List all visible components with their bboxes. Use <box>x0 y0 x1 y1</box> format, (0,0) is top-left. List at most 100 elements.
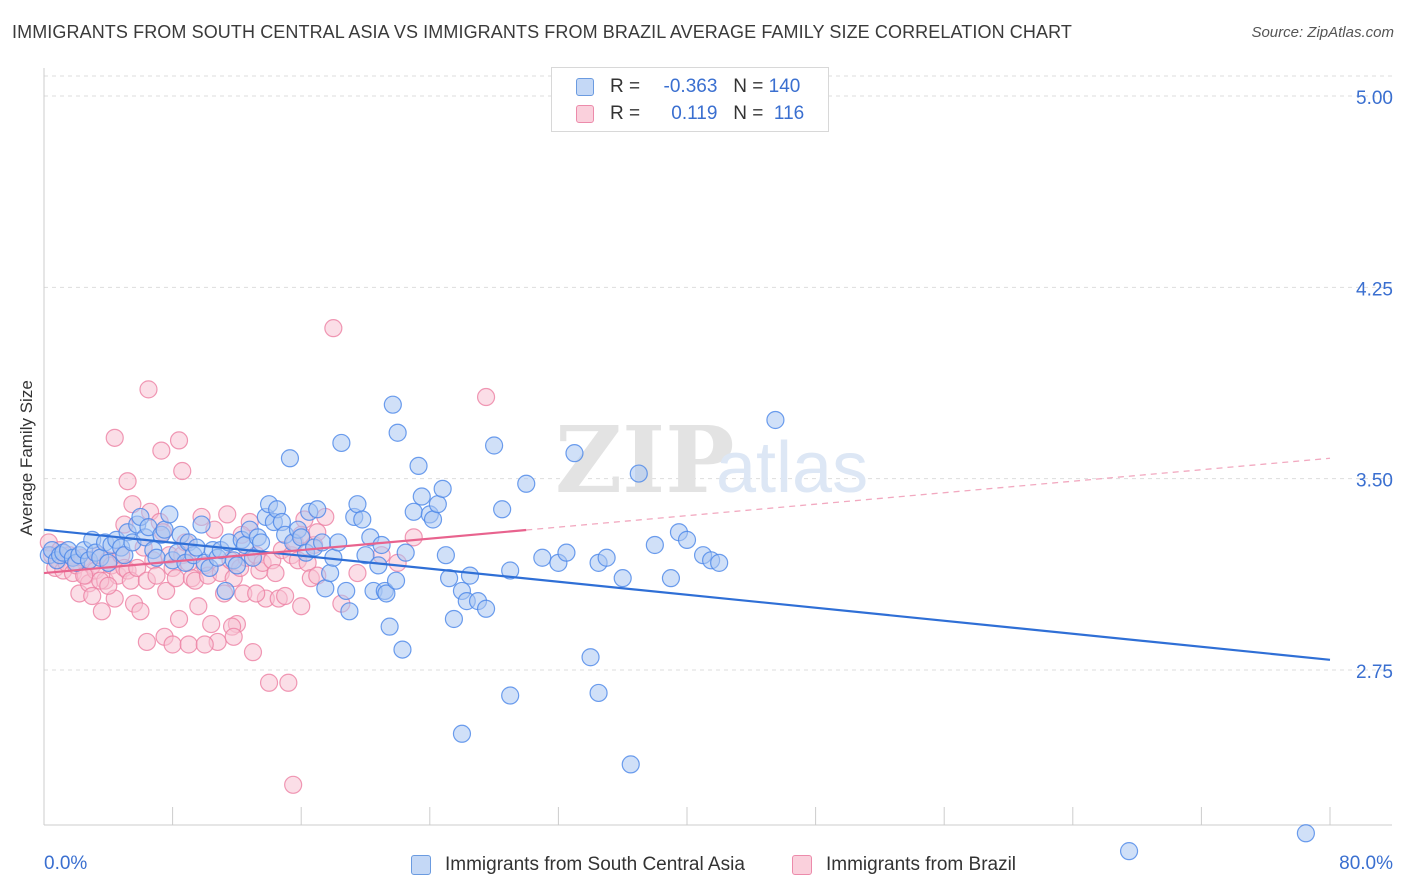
south-central-asia-point <box>460 566 480 585</box>
south-central-asia-point <box>396 543 415 562</box>
south-central-asia-point <box>710 553 729 572</box>
south-central-asia-point <box>423 510 443 529</box>
brazil-trend-line <box>43 528 527 575</box>
south-central-asia-point <box>517 474 536 493</box>
south-central-asia-point <box>404 502 423 521</box>
south-central-asia-point <box>428 495 447 514</box>
legend-r-label: R = <box>610 103 641 124</box>
south-central-asia-point <box>386 571 406 590</box>
y-tick-label: 5.00 <box>1356 88 1393 109</box>
x-tick-label-min: 0.0% <box>44 853 87 874</box>
chart-source: Source: ZipAtlas.com <box>1251 24 1394 41</box>
brazil-point <box>83 586 102 606</box>
south-central-asia-point <box>356 546 375 565</box>
brazil-point <box>284 775 303 794</box>
brazil-point <box>137 632 156 652</box>
bottom-legend-swatch-pink <box>792 855 812 875</box>
brazil-point <box>292 597 311 616</box>
brazil-point <box>259 673 279 692</box>
brazil-trend-line-extension <box>526 457 1331 531</box>
south-central-asia-point <box>340 602 359 621</box>
brazil-point <box>131 602 150 621</box>
brazil-point <box>348 563 367 583</box>
legend-swatch-pink <box>576 105 594 123</box>
south-central-asia-point <box>380 617 399 636</box>
south-central-asia-trend-line <box>43 528 1331 661</box>
south-central-asia-point <box>337 581 356 601</box>
south-central-asia-point <box>409 456 428 476</box>
south-central-asia-point <box>369 556 388 575</box>
bottom-legend-label: Immigrants from South Central Asia <box>445 854 745 875</box>
brazil-point <box>324 319 343 338</box>
south-central-asia-point <box>677 530 697 549</box>
watermark-atlas: atlas <box>716 428 868 508</box>
south-central-asia-point <box>388 423 407 442</box>
brazil-point <box>118 472 137 491</box>
south-central-asia-point <box>1296 824 1315 843</box>
south-central-asia-point <box>433 479 452 498</box>
south-central-asia-point <box>485 436 504 455</box>
legend-n-value: 140 <box>768 76 801 97</box>
south-central-asia-points <box>39 395 1315 861</box>
y-tick-label: 4.25 <box>1356 279 1393 300</box>
brazil-point <box>169 431 189 450</box>
brazil-point <box>139 380 158 399</box>
south-central-asia-point <box>1119 842 1139 861</box>
brazil-point <box>189 597 208 616</box>
brazil-point <box>247 584 266 603</box>
south-central-asia-point <box>493 500 512 519</box>
south-central-asia-point <box>155 520 174 539</box>
brazil-point <box>169 609 189 629</box>
south-central-asia-point <box>589 683 608 703</box>
south-central-asia-point <box>645 535 664 555</box>
south-central-asia-point <box>501 561 520 580</box>
south-central-asia-point <box>160 505 179 524</box>
brazil-point <box>173 461 192 481</box>
south-central-asia-point <box>316 579 335 598</box>
south-central-asia-point <box>280 449 300 468</box>
south-central-asia-point <box>621 755 640 774</box>
watermark-zip: ZIP <box>555 406 734 514</box>
south-central-asia-point <box>533 548 552 567</box>
brazil-point <box>163 635 182 654</box>
brazil-point <box>195 635 214 654</box>
brazil-point <box>105 428 124 447</box>
brazil-point <box>99 576 118 595</box>
south-central-asia-point <box>332 433 351 453</box>
bottom-legend-brazil: Immigrants from Brazil <box>792 852 1016 878</box>
bottom-legend-south-central-asia: Immigrants from South Central Asia <box>411 852 745 878</box>
legend-swatch-blue <box>576 78 594 96</box>
south-central-asia-point <box>581 648 600 667</box>
grid-lines <box>44 75 1392 671</box>
south-central-asia-point <box>452 724 472 743</box>
south-central-asia-point <box>192 515 211 534</box>
x-tick-label-max: 80.0% <box>1339 853 1393 874</box>
south-central-asia-point <box>187 538 206 557</box>
brazil-point <box>202 614 221 634</box>
south-central-asia-point <box>372 535 391 555</box>
brazil-point <box>243 643 263 662</box>
south-central-asia-point <box>353 510 372 529</box>
brazil-point <box>152 441 171 460</box>
brazil-point <box>224 627 243 646</box>
brazil-point <box>476 387 496 407</box>
brazil-point <box>279 673 298 692</box>
legend-n-label: N = <box>733 103 764 124</box>
south-central-asia-point <box>251 533 271 552</box>
south-central-asia-point <box>766 410 785 430</box>
brazil-point <box>179 635 198 654</box>
legend-r-label: R = <box>610 76 641 97</box>
brazil-point <box>166 569 185 588</box>
south-central-asia-point <box>227 556 246 575</box>
bottom-legend-label: Immigrants from Brazil <box>826 854 1017 875</box>
bottom-legend-swatch-blue <box>411 855 431 875</box>
legend-r-value: 0.119 <box>671 103 718 124</box>
brazil-point <box>147 566 166 585</box>
south-central-asia-point <box>597 548 616 567</box>
south-central-asia-point <box>383 395 402 414</box>
axes <box>43 68 1392 826</box>
south-central-asia-point <box>216 581 235 601</box>
south-central-asia-point <box>565 444 584 463</box>
south-central-asia-point <box>393 640 412 659</box>
